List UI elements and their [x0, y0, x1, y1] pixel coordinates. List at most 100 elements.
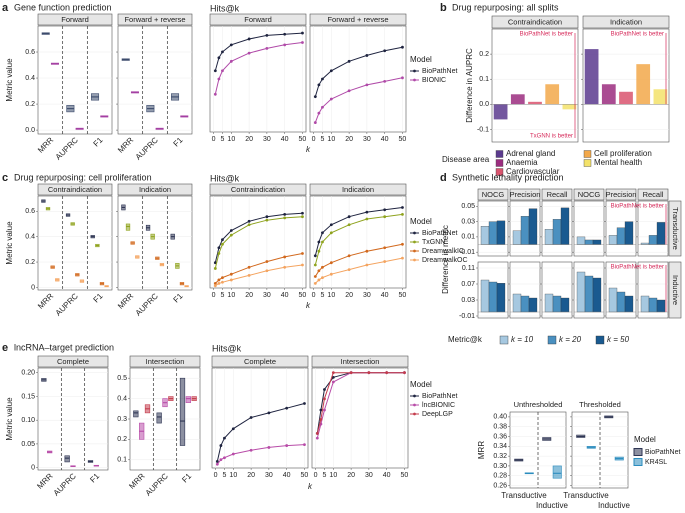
series-point [249, 448, 253, 452]
bar [562, 104, 577, 110]
series-point [221, 50, 224, 54]
bar [496, 220, 506, 245]
row-title: Transductive [671, 207, 680, 250]
bar [584, 49, 599, 105]
legend-point [413, 78, 416, 82]
facet-strip [129, 355, 201, 368]
series-point [401, 242, 404, 246]
box [552, 465, 562, 479]
series-point [229, 229, 233, 232]
row-title: Inductive [671, 275, 680, 305]
series-point [223, 456, 226, 460]
bar [528, 297, 538, 313]
series-point [401, 213, 404, 216]
series-point [213, 284, 217, 288]
legend-swatch [495, 159, 504, 167]
legend-swatch [595, 335, 605, 345]
series-point [247, 265, 251, 269]
plot-area [37, 367, 109, 471]
legend-swatch [583, 159, 592, 167]
row-strip [668, 261, 682, 319]
series-point [247, 273, 251, 277]
panel-title: Gene function prediction [14, 2, 112, 12]
series-point [303, 443, 306, 447]
legend-point [413, 403, 416, 407]
series-point [247, 51, 251, 55]
y-tick-label: 0.0 [25, 127, 35, 134]
facet-strip [309, 13, 407, 26]
x-tick-label: 40 [281, 292, 289, 299]
series-point [215, 460, 219, 463]
plot-area [117, 25, 193, 135]
plot-area [309, 195, 407, 289]
x-tick-label: Inductive [598, 501, 631, 510]
facet-strip [573, 188, 605, 201]
series-point [383, 49, 387, 53]
facet-title: Contraindication [48, 185, 102, 194]
series-point [401, 76, 404, 80]
y-tick-label: 0 [31, 464, 35, 471]
series-point [323, 408, 326, 412]
series-point [221, 69, 224, 73]
series-line [214, 212, 303, 263]
series-point [313, 263, 317, 267]
x-tick-label: 20 [345, 136, 353, 143]
annotation: BioPathNet is better [611, 204, 664, 210]
facet-strip [209, 183, 307, 196]
y-tick-label: 0 [31, 284, 35, 291]
legend-title: Model [410, 380, 432, 389]
legend-label: DeepLGP [422, 411, 453, 418]
series-point [231, 452, 235, 456]
y-tick-label: 0.2 [25, 101, 35, 108]
legend-label: BioPathNet [422, 68, 457, 75]
bar [584, 275, 594, 313]
bar [512, 230, 522, 245]
series-point [347, 254, 351, 258]
panel-label: b [440, 2, 447, 14]
x-tick-label: F1 [92, 135, 105, 148]
bar [616, 291, 626, 313]
legend-swatch [633, 458, 643, 466]
series-point [383, 79, 387, 83]
series-point [285, 444, 289, 447]
series-point [313, 95, 317, 99]
series-point [401, 45, 404, 49]
legend-point [413, 249, 416, 253]
series-point [347, 223, 351, 227]
series-point [319, 408, 323, 412]
panel-title: Hits@k [210, 173, 240, 183]
facet-title: Forward [61, 15, 89, 24]
x-tick-label: 20 [245, 136, 253, 143]
legend-label: BioPathNet [645, 449, 680, 456]
bar [616, 227, 626, 245]
series-point [385, 371, 389, 375]
facet-title: Intersection [341, 357, 380, 366]
facet-title: NOCG [482, 190, 505, 199]
panel-label: a [2, 2, 9, 14]
panel-label: d [440, 172, 447, 184]
series-point [213, 282, 217, 285]
box [156, 412, 162, 424]
plot-area [37, 195, 113, 291]
series-point [247, 37, 251, 41]
bar [576, 236, 586, 245]
series-point [249, 416, 253, 419]
series-point [323, 397, 326, 401]
facet-title: Indication [139, 185, 171, 194]
x-tick-label: 10 [227, 292, 235, 299]
x-tick-label: 10 [229, 472, 237, 479]
series-point [221, 280, 224, 284]
y-tick-label: 0.4 [25, 233, 35, 240]
series-point [313, 254, 317, 258]
x-tick-label: MRR [35, 471, 54, 490]
bar [656, 299, 666, 313]
legend-swatch [499, 335, 509, 345]
series-point [283, 265, 287, 269]
y-tick-label: 0.6 [25, 49, 35, 56]
series-point [331, 380, 335, 384]
y-tick-label: 0.40 [493, 414, 507, 421]
y-tick-label: 0.34 [493, 443, 507, 450]
x-tick-label: 40 [381, 136, 389, 143]
facet-title: Precision [510, 190, 541, 199]
facet-strip [211, 355, 309, 368]
